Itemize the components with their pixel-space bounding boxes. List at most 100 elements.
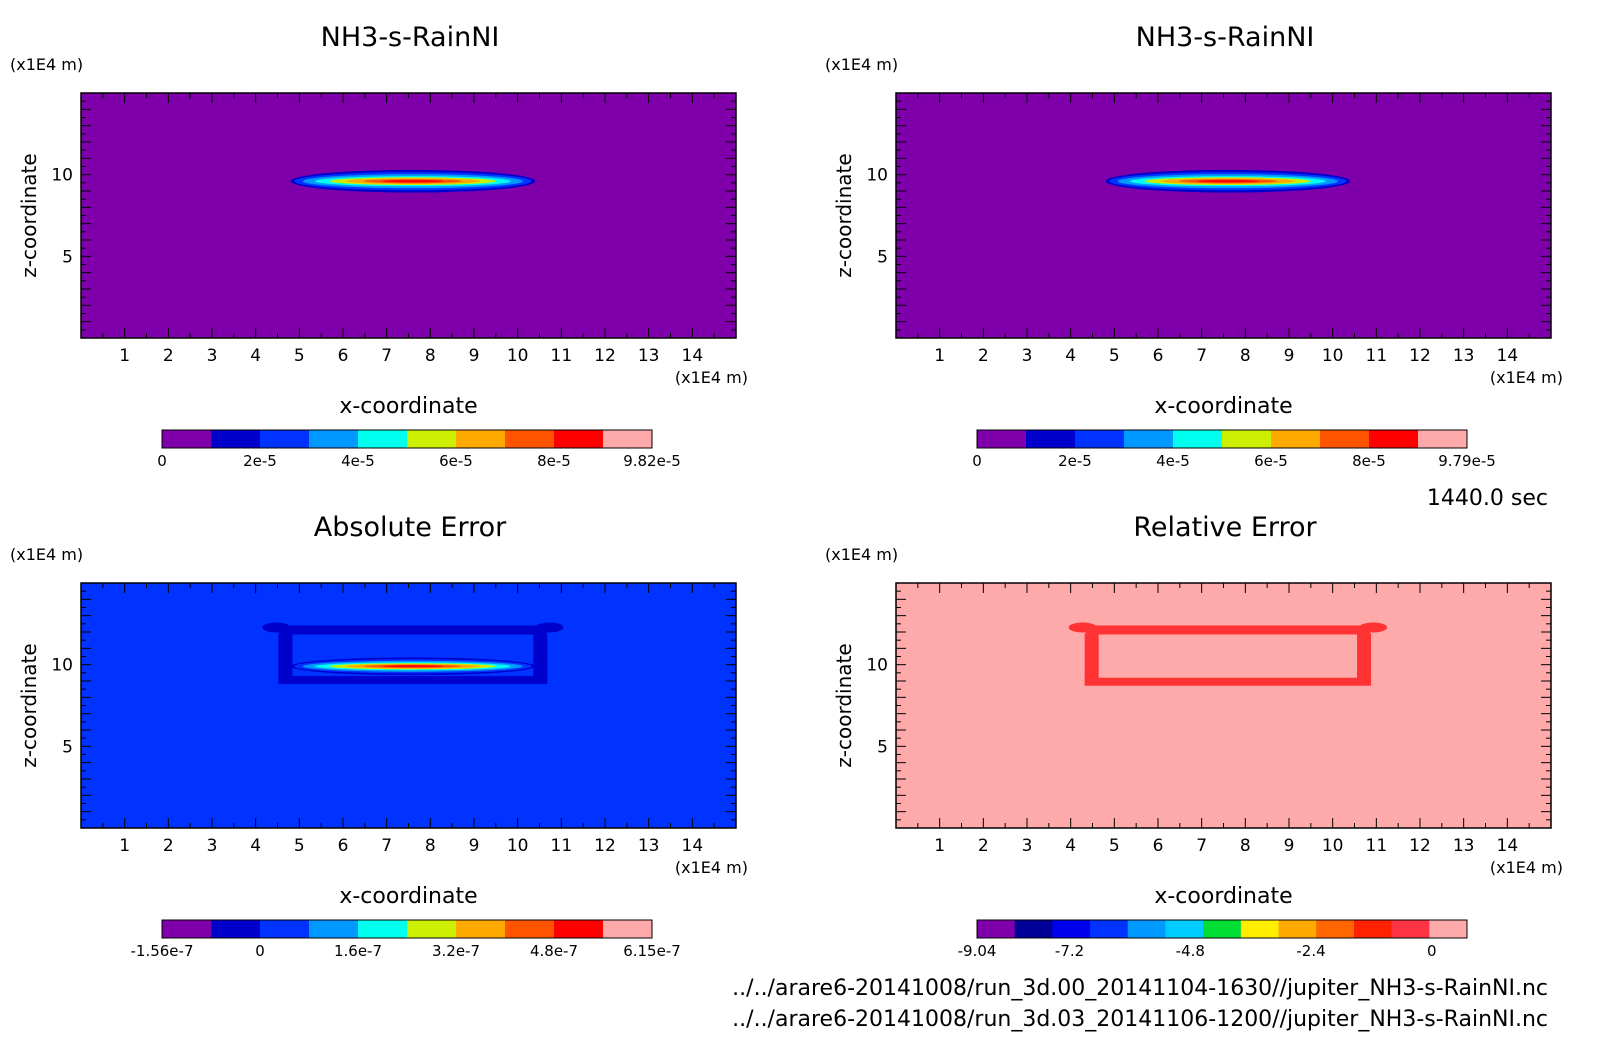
- colorbar-frame: [161, 429, 653, 449]
- x-tick-label: 8: [1240, 346, 1251, 366]
- x-tick-label: 6: [338, 346, 349, 366]
- x-tick-label: 9: [469, 346, 480, 366]
- colorbar-segment: [309, 920, 359, 938]
- x-tick-label: 14: [682, 836, 704, 856]
- x-tick-label: 2: [978, 836, 989, 856]
- feature-frame-bottom: [278, 676, 548, 685]
- colorbar-segment: [554, 430, 604, 448]
- x-tick-label: 6: [338, 836, 349, 856]
- x-unit-label: (x1E4 m): [675, 368, 748, 387]
- feature-frame-top-right: [1359, 622, 1388, 633]
- y-axis-label: z-coordinate: [832, 153, 856, 277]
- colorbar-label: 8e-5: [1352, 452, 1386, 470]
- colorbar-label: -4.8: [1176, 942, 1205, 960]
- colorbar-segment: [162, 920, 212, 938]
- x-unit-label: (x1E4 m): [1490, 858, 1563, 877]
- x-tick-label: 5: [1109, 346, 1120, 366]
- y-axis-label: z-coordinate: [17, 643, 41, 767]
- y-tick-label: 5: [877, 737, 888, 757]
- panel-1: NH3-s-RainNI(x1E4 m)1 2 3 4 5 6 7 8 9 10 11 12 13 14(…: [10, 22, 748, 470]
- x-tick-label: 3: [207, 346, 218, 366]
- colorbar-segment: [358, 430, 408, 448]
- colorbar-segment: [456, 920, 506, 938]
- x-tick-label: 9: [1284, 346, 1295, 366]
- y-tick-label: 10: [866, 166, 888, 186]
- x-tick-label: 6: [1153, 836, 1164, 856]
- x-tick-label: 5: [294, 836, 305, 856]
- y-unit-label: (x1E4 m): [10, 545, 83, 564]
- feature-frame-right: [533, 633, 548, 681]
- colorbar-segment: [554, 920, 604, 938]
- y-tick-label: 10: [866, 656, 888, 676]
- colorbar-label: 8e-5: [537, 452, 571, 470]
- colorbar-segment: [1316, 920, 1355, 938]
- y-axis-label: z-coordinate: [17, 153, 41, 277]
- x-tick-label: 2: [163, 836, 174, 856]
- colorbar-label: -2.4: [1296, 942, 1325, 960]
- y-axis-label: z-coordinate: [832, 643, 856, 767]
- y-unit-label: (x1E4 m): [825, 55, 898, 74]
- colorbar-segment: [211, 430, 261, 448]
- x-tick-label: 7: [381, 836, 392, 856]
- colorbar-segment: [1278, 920, 1317, 938]
- x-tick-label: 7: [381, 346, 392, 366]
- x-tick-label: 14: [1497, 836, 1519, 856]
- colorbar-label: 4e-5: [1156, 452, 1190, 470]
- file-path-2: ../../arare6-20141008/run_3d.03_20141106…: [732, 1007, 1548, 1032]
- x-tick-label: 2: [163, 346, 174, 366]
- file-path-1: ../../arare6-20141008/run_3d.00_20141104…: [732, 976, 1548, 1001]
- feature-frame-top-left: [262, 622, 291, 633]
- x-tick-label: 11: [1366, 836, 1388, 856]
- x-tick-label: 14: [1497, 346, 1519, 366]
- x-tick-label: 12: [594, 346, 616, 366]
- feature-frame-left: [278, 633, 293, 681]
- y-tick-label: 5: [877, 247, 888, 267]
- plot-background: [81, 583, 736, 828]
- colorbar-segment: [603, 430, 653, 448]
- panel-title: Relative Error: [1133, 512, 1317, 543]
- colorbar-label: 3.2e-7: [432, 942, 480, 960]
- colorbar-frame: [976, 919, 1468, 939]
- x-tick-label: 4: [250, 346, 261, 366]
- x-tick-label: 1: [119, 836, 130, 856]
- x-tick-label: 10: [507, 836, 529, 856]
- x-tick-label: 11: [551, 346, 573, 366]
- feature-frame-top: [1085, 625, 1371, 635]
- x-tick-label: 7: [1196, 836, 1207, 856]
- y-unit-label: (x1E4 m): [10, 55, 83, 74]
- x-tick-label: 10: [1322, 346, 1344, 366]
- panel-3: Absolute Error(x1E4 m)1 2 3 4 5 6 7 8 9 10 11 12 13 1…: [10, 512, 748, 960]
- colorbar-segment: [1240, 920, 1280, 938]
- x-tick-label: 9: [469, 836, 480, 856]
- x-tick-label: 2: [978, 346, 989, 366]
- colorbar-label: 6e-5: [439, 452, 473, 470]
- colorbar-segment: [1165, 920, 1204, 938]
- colorbar-label: 6.15e-7: [623, 942, 681, 960]
- colorbar-label: 4e-5: [341, 452, 375, 470]
- x-tick-label: 13: [638, 836, 660, 856]
- colorbar-segment: [407, 920, 457, 938]
- x-tick-label: 11: [1366, 346, 1388, 366]
- colorbar-segment: [162, 430, 212, 448]
- x-axis-label: x-coordinate: [1154, 884, 1292, 909]
- colorbar-frame: [976, 429, 1468, 449]
- plot-background: [896, 583, 1551, 828]
- colorbar-label: 9.79e-5: [1438, 452, 1496, 470]
- x-tick-label: 12: [594, 836, 616, 856]
- feature-lens-layer-8: [382, 665, 444, 668]
- colorbar-segment: [505, 430, 555, 448]
- colorbar-label: -9.04: [958, 942, 997, 960]
- panel-2: NH3-s-RainNI(x1E4 m)1 2 3 4 5 6 7 8 9 10 11 12 13 14(…: [825, 22, 1563, 470]
- feature-frame-left: [1084, 633, 1099, 682]
- y-tick-label: 5: [62, 737, 73, 757]
- x-tick-label: 1: [934, 346, 945, 366]
- x-tick-label: 10: [507, 346, 529, 366]
- colorbar-segment: [603, 920, 653, 938]
- colorbar-label: 2e-5: [243, 452, 277, 470]
- x-tick-label: 5: [1109, 836, 1120, 856]
- colorbar-segment: [1429, 920, 1468, 938]
- plot-features: [290, 169, 536, 193]
- x-tick-label: 8: [425, 836, 436, 856]
- colorbar-segment: [505, 920, 555, 938]
